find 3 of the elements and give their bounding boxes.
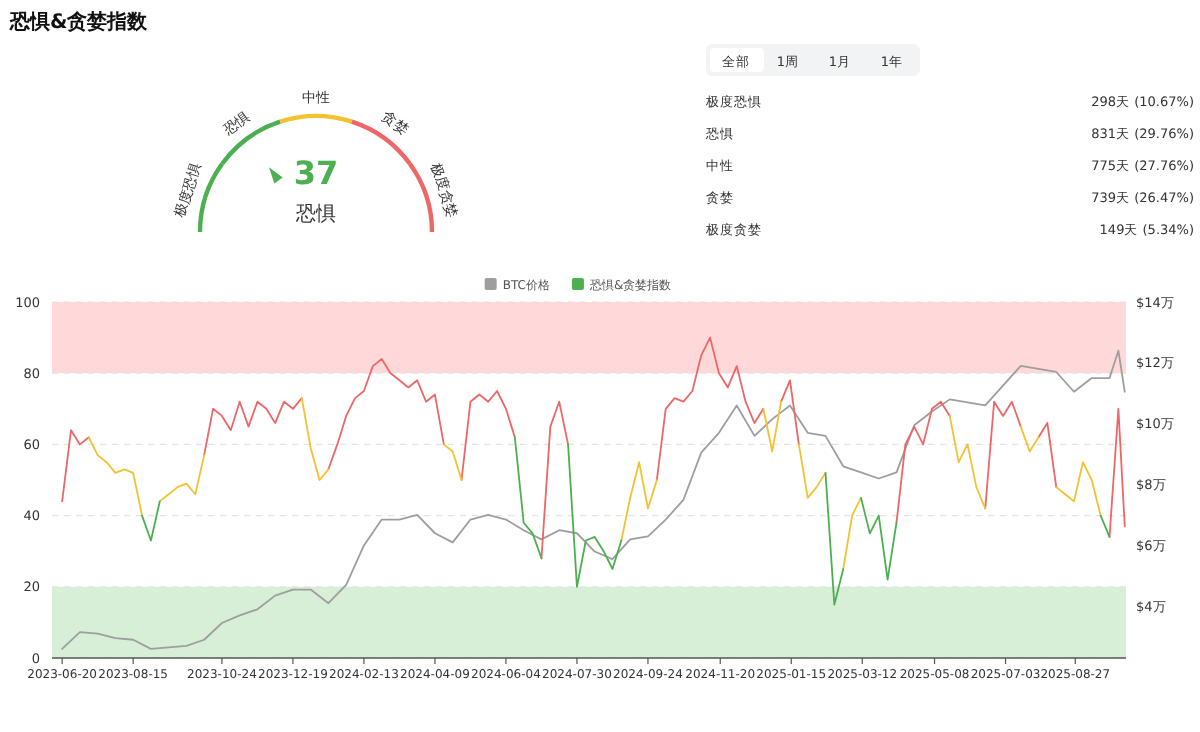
- text: 37: [293, 154, 339, 192]
- text: 恐惧&贪婪指数: [8, 10, 150, 34]
- text: 恐惧: [296, 204, 336, 226]
